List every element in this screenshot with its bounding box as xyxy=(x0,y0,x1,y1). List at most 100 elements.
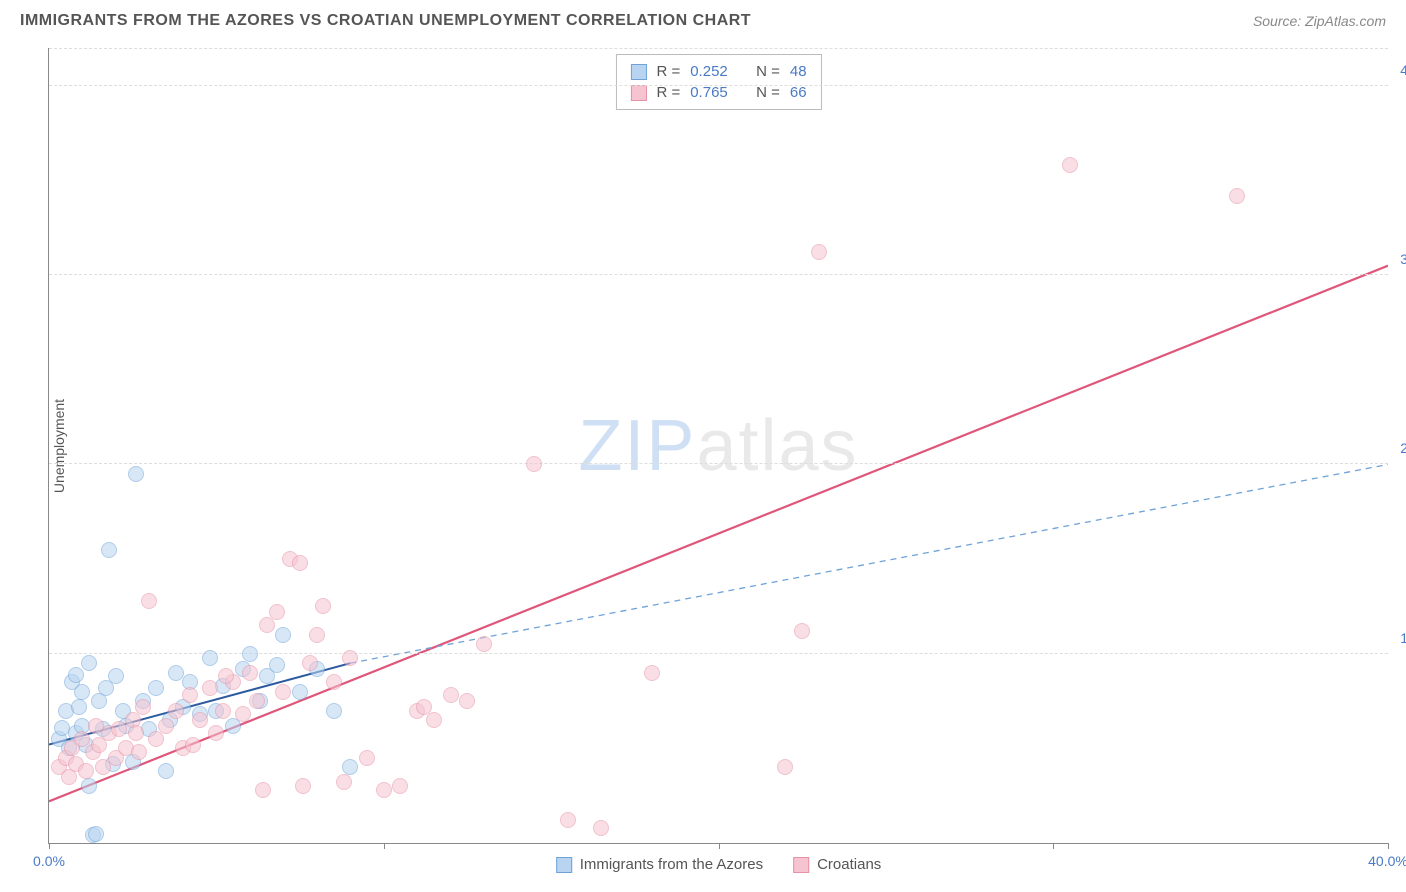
point-croatians xyxy=(794,623,810,639)
point-croatians xyxy=(295,778,311,794)
legend-item-azores: Immigrants from the Azores xyxy=(556,856,763,873)
source-prefix: Source: xyxy=(1253,13,1305,29)
r-value-azores: 0.252 xyxy=(690,63,728,80)
point-croatians xyxy=(202,680,218,696)
point-croatians xyxy=(392,778,408,794)
point-croatians xyxy=(426,712,442,728)
point-croatians xyxy=(61,769,77,785)
point-croatians xyxy=(1229,188,1245,204)
point-croatians xyxy=(342,650,358,666)
point-croatians xyxy=(78,763,94,779)
point-azores xyxy=(158,763,174,779)
point-croatians xyxy=(255,782,271,798)
point-croatians xyxy=(359,750,375,766)
point-croatians xyxy=(259,617,275,633)
legend-swatch-azores xyxy=(556,857,572,873)
point-croatians xyxy=(269,604,285,620)
r-value-croatians: 0.765 xyxy=(690,84,728,101)
gridline-h xyxy=(49,85,1388,86)
y-tick-label: 10.0% xyxy=(1400,630,1406,646)
legend-swatch-croatians xyxy=(793,857,809,873)
series-legend: Immigrants from the Azores Croatians xyxy=(556,856,882,873)
legend-item-croatians: Croatians xyxy=(793,856,881,873)
x-tick xyxy=(719,843,720,849)
point-azores xyxy=(74,684,90,700)
point-azores xyxy=(269,657,285,673)
point-croatians xyxy=(315,598,331,614)
point-croatians xyxy=(242,665,258,681)
point-croatians xyxy=(309,627,325,643)
swatch-croatians xyxy=(630,85,646,101)
point-croatians xyxy=(326,674,342,690)
plot-area: ZIPatlas R = 0.252 N = 48 R = 0.765 N = … xyxy=(48,48,1388,844)
n-value-croatians: 66 xyxy=(790,84,807,101)
point-croatians xyxy=(644,665,660,681)
watermark: ZIPatlas xyxy=(578,405,858,487)
point-croatians xyxy=(208,725,224,741)
point-croatians xyxy=(158,718,174,734)
gridline-h xyxy=(49,274,1388,275)
point-azores xyxy=(148,680,164,696)
point-croatians xyxy=(476,636,492,652)
chart-header: IMMIGRANTS FROM THE AZORES VS CROATIAN U… xyxy=(0,0,1406,38)
point-azores xyxy=(68,667,84,683)
point-azores xyxy=(88,826,104,842)
point-croatians xyxy=(131,744,147,760)
point-azores xyxy=(128,466,144,482)
point-croatians xyxy=(185,737,201,753)
point-azores xyxy=(292,684,308,700)
source-attribution: Source: ZipAtlas.com xyxy=(1253,13,1386,29)
gridline-h xyxy=(49,48,1388,49)
point-croatians xyxy=(777,759,793,775)
x-tick-label: 40.0% xyxy=(1368,853,1406,869)
n-label: N = xyxy=(756,63,780,80)
x-tick xyxy=(49,843,50,849)
point-croatians xyxy=(128,725,144,741)
point-azores xyxy=(108,668,124,684)
gridline-h xyxy=(49,463,1388,464)
point-croatians xyxy=(459,693,475,709)
point-azores xyxy=(81,778,97,794)
point-croatians xyxy=(1062,157,1078,173)
r-label: R = xyxy=(656,63,680,80)
watermark-zip: ZIP xyxy=(578,406,696,486)
point-croatians xyxy=(218,668,234,684)
point-azores xyxy=(275,627,291,643)
point-croatians xyxy=(526,456,542,472)
point-croatians xyxy=(336,774,352,790)
point-azores xyxy=(71,699,87,715)
point-croatians xyxy=(302,655,318,671)
point-croatians xyxy=(249,693,265,709)
point-azores xyxy=(342,759,358,775)
legend-row-azores: R = 0.252 N = 48 xyxy=(630,61,806,82)
point-croatians xyxy=(593,820,609,836)
point-croatians xyxy=(168,703,184,719)
chart-container: Unemployment ZIPatlas R = 0.252 N = 48 R… xyxy=(48,48,1388,844)
point-croatians xyxy=(443,687,459,703)
point-croatians xyxy=(376,782,392,798)
point-croatians xyxy=(88,718,104,734)
trend-line xyxy=(49,266,1388,802)
x-tick-label: 0.0% xyxy=(33,853,65,869)
point-azores xyxy=(101,542,117,558)
n-label: N = xyxy=(756,84,780,101)
point-azores xyxy=(242,646,258,662)
correlation-legend: R = 0.252 N = 48 R = 0.765 N = 66 xyxy=(615,54,821,110)
point-croatians xyxy=(560,812,576,828)
chart-title: IMMIGRANTS FROM THE AZORES VS CROATIAN U… xyxy=(20,12,751,30)
y-tick-label: 40.0% xyxy=(1400,62,1406,78)
point-croatians xyxy=(235,706,251,722)
swatch-azores xyxy=(630,64,646,80)
point-azores xyxy=(202,650,218,666)
x-tick xyxy=(1053,843,1054,849)
point-croatians xyxy=(275,684,291,700)
point-croatians xyxy=(811,244,827,260)
x-tick xyxy=(384,843,385,849)
point-croatians xyxy=(292,555,308,571)
point-croatians xyxy=(215,703,231,719)
point-azores xyxy=(326,703,342,719)
trend-lines-svg xyxy=(49,48,1388,843)
x-tick xyxy=(1388,843,1389,849)
y-tick-label: 30.0% xyxy=(1400,251,1406,267)
watermark-atlas: atlas xyxy=(696,406,858,486)
